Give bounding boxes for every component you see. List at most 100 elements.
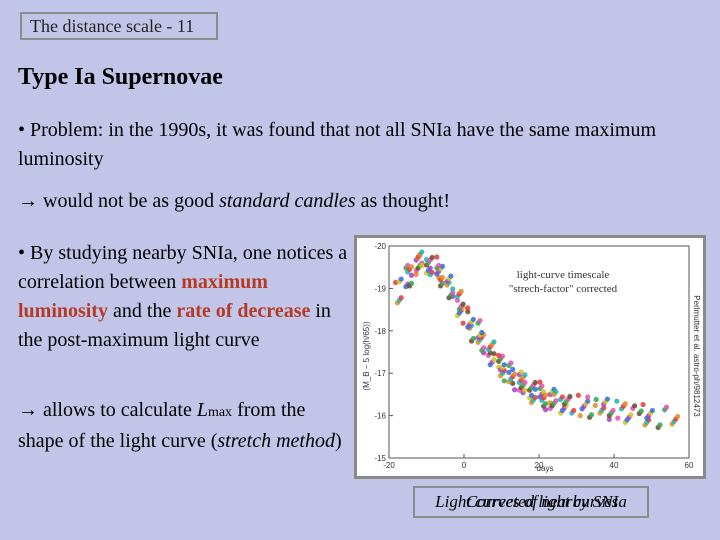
slide-number-label: The distance scale - 11: [20, 12, 218, 40]
data-point: [614, 398, 620, 404]
data-point: [522, 379, 528, 386]
y-tick-label: -16: [374, 412, 386, 421]
data-point: [588, 412, 595, 418]
x-tick-label: -20: [383, 461, 395, 470]
correlation-text-mid: and the: [113, 300, 172, 322]
luminosity-subscript: max: [207, 405, 233, 420]
data-point: [512, 387, 518, 393]
data-point: [532, 394, 538, 400]
annotation-line-2: "strech-factor" corrected: [509, 283, 618, 295]
data-point: [450, 286, 456, 292]
data-point: [553, 389, 559, 395]
arrow-glyph: →: [18, 190, 38, 212]
data-point: [640, 401, 646, 408]
data-point: [465, 309, 471, 315]
y-tick-label: -19: [374, 284, 386, 293]
maximum-luminosity-term: maximum luminosity: [18, 271, 268, 322]
y-tick-label: -17: [374, 369, 386, 378]
y-tick-label: -18: [374, 327, 386, 336]
data-point: [628, 412, 634, 418]
data-point: [460, 301, 466, 307]
stretch-text-mid: from the shape of the light curve (: [18, 399, 306, 452]
x-axis-label: days: [537, 464, 554, 473]
caption-line-2: Corrected light curves: [465, 492, 619, 511]
data-point: [454, 297, 461, 303]
luminosity-variable: L: [196, 399, 208, 421]
data-point: [508, 360, 514, 366]
data-point: [491, 339, 497, 345]
consequence-text-start: would not be as good: [43, 190, 215, 212]
data-point: [542, 401, 549, 407]
stretch-text-start: allows to calculate: [43, 399, 192, 421]
consequence-paragraph: → would not be as good standard candles …: [18, 187, 708, 216]
x-tick-label: 0: [462, 461, 467, 470]
data-point: [553, 398, 559, 404]
annotation-line-1: light-curve timescale: [517, 269, 610, 281]
data-point: [470, 335, 476, 342]
y-tick-label: -20: [374, 242, 386, 251]
data-point: [465, 305, 471, 311]
standard-candles-term: standard candles: [219, 190, 356, 212]
data-point: [559, 394, 566, 400]
data-point: [532, 379, 538, 386]
data-point: [450, 290, 456, 296]
consequence-text-end: as thought!: [360, 190, 451, 212]
rate-of-decrease-term: rate of decrease: [176, 300, 311, 322]
arrow-glyph: →: [18, 399, 38, 421]
figure-caption: Light curves of nearby SNIa Corrected li…: [413, 486, 649, 518]
problem-paragraph: • Problem: in the 1990s, it was found th…: [18, 116, 708, 174]
y-axis-label: (M_B − 5 log(h/65)): [362, 321, 371, 390]
bullet: •: [18, 119, 26, 141]
data-point: [408, 264, 415, 270]
data-point: [419, 249, 425, 255]
data-point: [439, 274, 446, 280]
data-point: [610, 407, 616, 414]
data-point: [571, 407, 577, 414]
data-point: [479, 329, 485, 336]
slide-title: Type Ia Supernovae: [18, 64, 223, 90]
correlation-text-start: By studying nearby SNIa, one notices a c…: [18, 242, 348, 293]
data-point: [606, 416, 612, 423]
y-tick-label: -15: [374, 454, 386, 463]
problem-text: Problem: in the 1990s, it was found that…: [18, 119, 657, 170]
data-point: [434, 254, 440, 260]
data-point: [429, 254, 435, 261]
data-point: [663, 404, 670, 410]
x-tick-label: 40: [610, 461, 619, 470]
data-point: [496, 352, 502, 358]
data-point: [429, 269, 435, 275]
caption-line-1: Light curves of nearby SNIa: [435, 492, 627, 511]
data-point: [622, 401, 628, 407]
data-point: [491, 351, 497, 357]
data-point: [458, 288, 464, 294]
data-point: [577, 413, 583, 419]
stretch-text-end: ): [334, 430, 342, 452]
stretch-paragraph: → allows to calculate Lmax from the shap…: [18, 396, 348, 456]
data-point: [510, 366, 516, 372]
data-point: [532, 386, 538, 392]
data-point: [585, 398, 591, 404]
data-point: [477, 318, 483, 324]
data-point: [518, 369, 524, 375]
data-point: [522, 372, 528, 378]
data-point: [470, 316, 476, 322]
data-point: [575, 392, 581, 398]
data-point: [522, 387, 528, 393]
correlation-text-end: in the post-maximum light curve: [18, 300, 331, 351]
x-tick-label: 60: [685, 461, 694, 470]
data-point: [419, 262, 425, 269]
data-point: [491, 357, 497, 363]
data-point: [592, 402, 598, 409]
light-curve-figure: -20 0 20 40 60 -20 -19 -18 -17 -16 -15 light-curve…: [354, 235, 706, 479]
data-point: [585, 394, 591, 400]
correlation-paragraph: • By studying nearby SNIa, one notices a…: [18, 239, 348, 355]
data-point: [506, 369, 512, 375]
data-point: [542, 392, 549, 398]
data-point: [601, 405, 607, 411]
data-point: [398, 276, 404, 282]
data-point: [501, 362, 507, 368]
data-point: [593, 396, 599, 403]
data-point: [481, 345, 487, 351]
data-point: [542, 407, 549, 413]
data-point: [460, 320, 466, 326]
